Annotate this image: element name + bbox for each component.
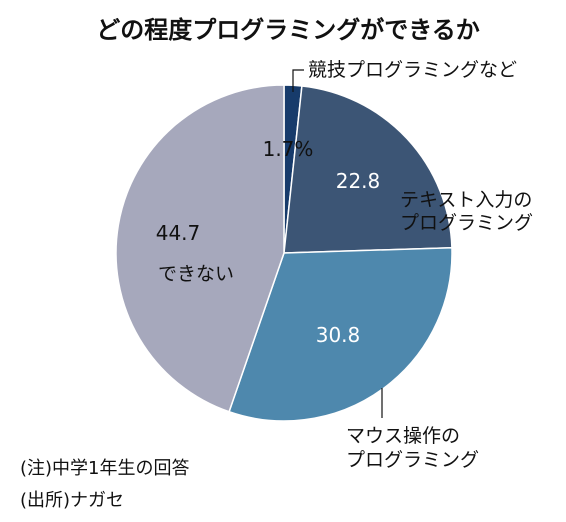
slice-mouse (228, 246, 453, 422)
slice-label-mouse-line1: マウス操作の (346, 425, 460, 447)
slice-label-text-input-line1: テキスト入力の (400, 189, 532, 211)
footnote-respondents: (注)中学1年生の回答 (20, 458, 190, 479)
slice-value-text-input: 22.8 (336, 169, 381, 193)
leader-line-competitive (292, 69, 304, 92)
slice-text-input (283, 85, 453, 254)
chart-title: どの程度プログラミングができるか (96, 16, 480, 44)
slice-label-competitive: 競技プログラミングなど (308, 59, 517, 81)
slice-label-cannot: できない (158, 263, 234, 285)
slice-value-cannot: 44.7 (156, 221, 201, 245)
slice-value-competitive: 1.7% (263, 137, 314, 161)
slice-cannot (115, 84, 285, 413)
slice-label-text-input-line2: プログラミング (400, 212, 533, 234)
slice-value-mouse: 30.8 (316, 323, 361, 347)
slice-label-mouse-line2: プログラミング (346, 449, 479, 471)
footnote-source: (出所)ナガセ (20, 490, 124, 511)
pie-slices (115, 84, 453, 422)
